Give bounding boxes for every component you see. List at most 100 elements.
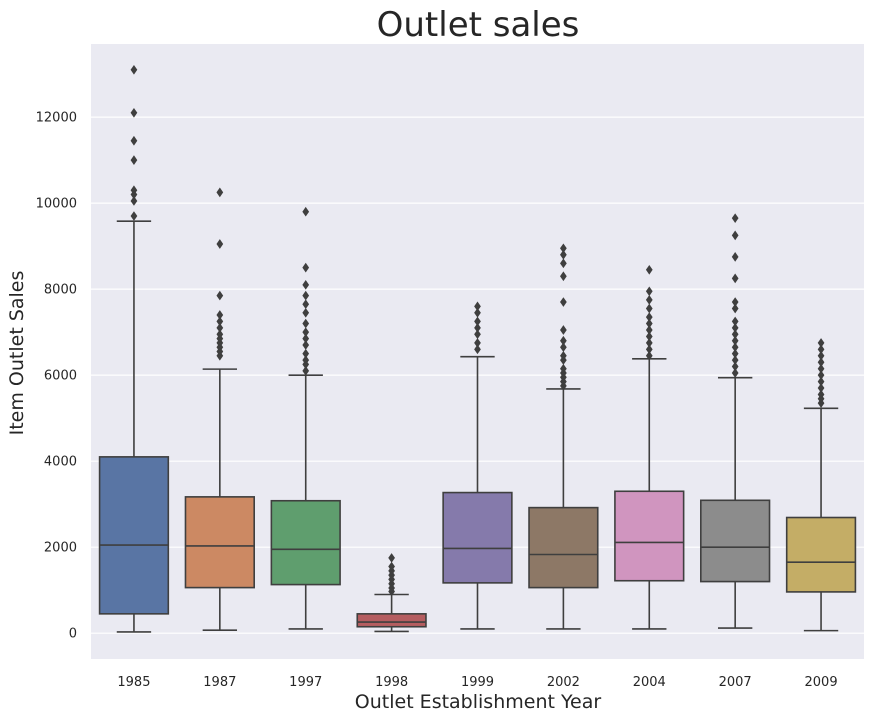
outlier-point — [130, 196, 138, 206]
iqr-box — [700, 499, 771, 583]
outlier-point — [731, 342, 739, 353]
x-tick-label: 2002 — [547, 675, 580, 690]
outlier-point — [130, 211, 138, 221]
outlier-point — [645, 286, 653, 297]
box-2007 — [700, 213, 771, 629]
y-tick-label: 0 — [69, 627, 77, 642]
outlier-point — [302, 366, 310, 376]
y-axis-label: Item Outlet Sales — [6, 271, 28, 436]
outlier-point — [645, 350, 653, 361]
outlier-point — [645, 303, 653, 314]
outlier-point — [302, 206, 310, 217]
iqr-box — [528, 506, 599, 589]
outlier-point — [302, 333, 310, 344]
outlier-point — [302, 355, 310, 365]
outlier-point — [216, 310, 224, 320]
outlier-point — [645, 344, 653, 355]
outlier-point — [731, 348, 739, 359]
outlier-point — [474, 301, 481, 312]
outlier-point — [645, 264, 653, 275]
outlier-point — [731, 329, 739, 340]
outlier-point — [731, 316, 739, 327]
outlier-point — [731, 355, 739, 365]
outlier-point — [302, 348, 310, 359]
outlier-point — [645, 331, 653, 342]
outlier-point — [817, 363, 825, 374]
outlier-point — [731, 335, 739, 346]
outlier-point — [560, 297, 567, 307]
x-axis-label: Outlet Establishment Year — [355, 691, 602, 713]
boxes — [98, 64, 857, 633]
y-axis-ticks: 0 2000 4000 6000 8000 10000 12000 — [36, 111, 77, 642]
x-tick-label: 1997 — [289, 675, 322, 690]
x-tick-label: 2009 — [805, 675, 838, 690]
outlier-point — [474, 344, 481, 355]
outlier-point — [731, 252, 739, 262]
outlier-point — [474, 307, 481, 318]
box-2004 — [614, 264, 685, 630]
outlier-point — [560, 342, 567, 353]
x-tick-label: 2004 — [633, 675, 666, 690]
outlier-point — [216, 290, 224, 301]
outlier-point — [560, 325, 567, 335]
outlier-point — [130, 155, 138, 165]
outlier-point — [731, 323, 739, 333]
outlier-point — [560, 258, 567, 269]
outlier-point — [731, 297, 739, 307]
outlier-point — [302, 299, 310, 310]
y-tick-label: 4000 — [44, 455, 77, 470]
outlier-point — [560, 335, 567, 346]
outlier-point — [731, 273, 739, 284]
outlier-point — [302, 262, 310, 273]
outlier-point — [817, 350, 825, 361]
outlier-point — [216, 316, 224, 327]
box-1985 — [98, 64, 170, 633]
outlier-point — [216, 323, 224, 333]
y-tick-label: 10000 — [36, 197, 77, 212]
iqr-box — [184, 496, 255, 589]
outlier-point — [817, 338, 825, 348]
outlier-point — [302, 280, 310, 290]
x-tick-label: 1999 — [461, 675, 494, 690]
outlier-point — [731, 230, 739, 241]
box-1998 — [356, 553, 427, 633]
outlier-point — [560, 249, 567, 260]
outlier-point — [130, 185, 138, 196]
outlier-point — [731, 361, 739, 372]
outlier-point — [560, 243, 567, 254]
outlier-point — [645, 295, 653, 305]
outlier-point — [130, 107, 138, 118]
outlier-point — [474, 323, 481, 333]
y-tick-label: 8000 — [44, 283, 77, 298]
outlier-point — [302, 290, 310, 301]
outlier-point — [302, 318, 310, 329]
outlier-point — [817, 376, 825, 387]
outlier-point — [130, 64, 138, 75]
outlier-point — [130, 135, 138, 146]
outlier-point — [731, 213, 739, 224]
box-2002 — [528, 243, 599, 630]
outlier-point — [474, 316, 481, 327]
outlier-point — [302, 307, 310, 318]
box-2009 — [785, 338, 857, 632]
outlier-point — [216, 329, 224, 340]
outlier-point — [216, 239, 224, 249]
outlier-point — [474, 338, 481, 348]
box-1999 — [442, 301, 513, 630]
outlier-point — [645, 325, 653, 335]
x-tick-label: 1987 — [203, 675, 236, 690]
outlier-point — [388, 553, 395, 563]
outlier-point — [388, 561, 395, 572]
outlier-point — [560, 271, 567, 282]
box-1997 — [270, 206, 341, 630]
x-axis-ticks: 1985 1987 1997 1998 1999 2002 2004 2007 2009 — [117, 675, 837, 690]
outlier-point — [560, 363, 567, 374]
iqr-box — [442, 491, 513, 584]
box-1987 — [184, 187, 255, 631]
iqr-box — [98, 456, 170, 615]
outlier-point — [817, 389, 825, 400]
y-tick-label: 6000 — [44, 369, 77, 384]
y-tick-label: 12000 — [36, 111, 77, 126]
outlier-point — [645, 318, 653, 329]
